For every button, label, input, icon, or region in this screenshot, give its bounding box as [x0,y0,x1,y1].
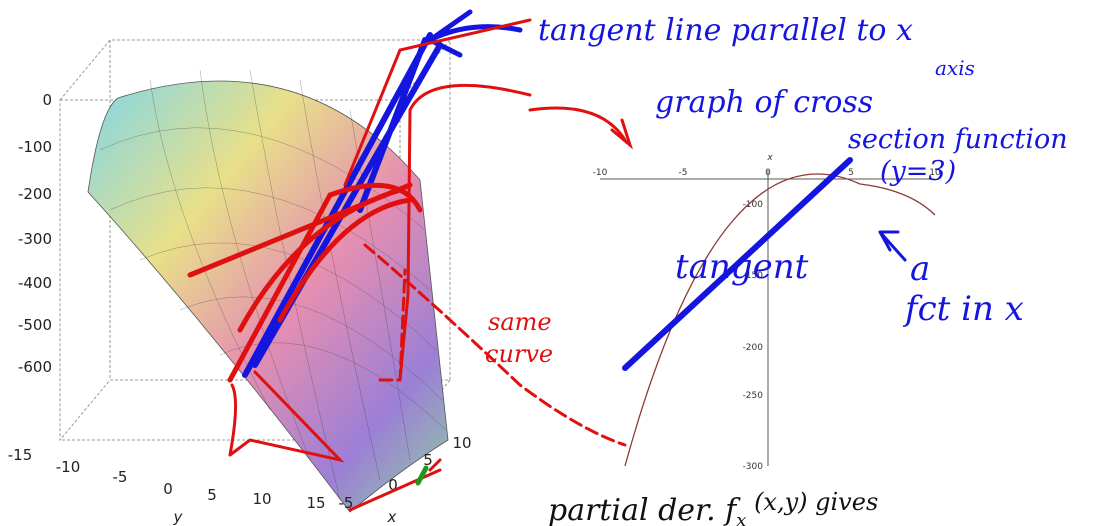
z-tick: 0 [42,91,52,109]
note: axis [935,56,975,80]
x-tick: 5 [848,168,854,178]
annotations: tangent line parallel to x axis graph of… [485,13,1068,526]
parabola [625,174,935,466]
y-tick: 15 [306,494,325,512]
note: same [488,308,552,336]
note: graph of cross [655,85,873,120]
y-tick: -250 [743,391,764,401]
x-tick: -10 [593,168,608,178]
y-tick: -5 [113,468,128,486]
y-tick: 5 [207,486,217,504]
note: tangent [675,247,809,287]
note: curve [485,340,553,368]
z-tick: -600 [18,358,52,376]
note: section function [848,124,1068,155]
x-label: x [766,153,773,163]
x-tick: 0 [765,168,771,178]
z-tick: -500 [18,316,52,334]
z-tick: -100 [18,138,52,156]
page: 0 -100 -200 -300 -400 -500 -600 -15 -10 … [0,0,1099,526]
note-part: (x,y) gives [746,488,878,516]
y-tick: 10 [252,490,271,508]
note: fct in x [902,289,1024,329]
z-tick: -400 [18,274,52,292]
x-tick: 10 [452,434,471,452]
note: tangent line parallel to x [538,13,913,48]
y-tick: -300 [743,462,764,472]
y-tick: 0 [163,480,173,498]
y-tick: -10 [56,458,81,476]
y-label: y [173,508,184,526]
z-tick: -200 [18,185,52,203]
z-tick: -300 [18,230,52,248]
note-part: partial der. f [548,493,741,526]
note: partial der. fx (x,y) gives [548,488,878,526]
x-label: x [387,508,397,526]
note-part: x [736,510,746,526]
y-tick: -200 [743,343,764,353]
y-tick: -15 [8,446,33,464]
note: (y=3) [880,156,956,187]
plot-2d: -10 -5 0 5 10 x -100 -150 -200 -250 -300 [593,153,941,472]
surface [88,81,448,512]
x-tick: -5 [679,168,688,178]
y-tick: -100 [743,200,764,210]
note: a [910,249,930,289]
